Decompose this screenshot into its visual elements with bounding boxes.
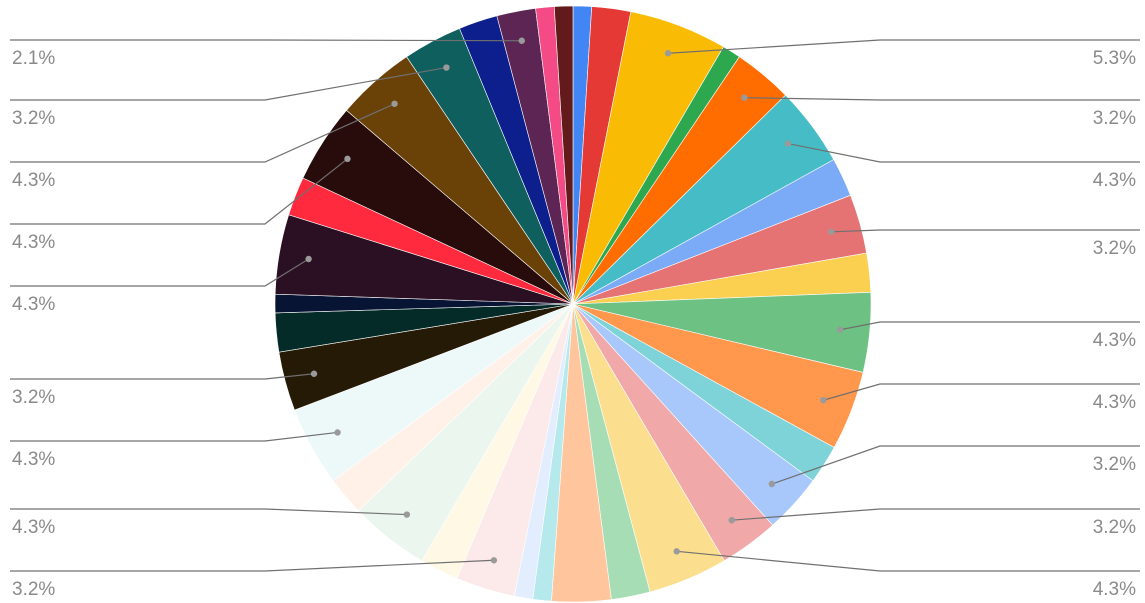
slice-label-19: 3.2%: [12, 579, 55, 600]
leader-line-14: [676, 550, 1140, 572]
slice-label-14: 4.3%: [1093, 579, 1136, 600]
leader-line-31: [10, 66, 447, 101]
leader-dot-13: [728, 516, 735, 524]
leader-line-5: [787, 142, 1140, 163]
leader-dot-19: [490, 557, 498, 564]
slice-label-7: 3.2%: [1093, 238, 1136, 259]
slice-label-33: 2.1%: [12, 48, 55, 69]
leader-dot-5: [784, 140, 792, 147]
leader-dot-4: [741, 94, 748, 101]
leader-line-4: [744, 97, 1140, 101]
leader-dot-2: [664, 50, 672, 57]
leader-dot-30: [391, 100, 398, 107]
leader-line-9: [839, 321, 1140, 331]
leader-dot-14: [673, 548, 680, 555]
leader-dot-29: [344, 155, 351, 163]
slice-label-10: 4.3%: [1093, 392, 1136, 413]
leader-dot-9: [836, 326, 844, 333]
leader-line-7: [831, 229, 1140, 233]
leader-dot-31: [443, 64, 450, 71]
leader-dot-24: [310, 370, 318, 377]
slice-label-29: 4.3%: [12, 232, 55, 253]
leader-line-10: [823, 383, 1140, 401]
leader-dot-10: [820, 397, 827, 404]
leader-line-21: [10, 508, 407, 516]
slice-label-12: 3.2%: [1093, 454, 1136, 475]
slice-label-5: 4.3%: [1093, 170, 1136, 191]
leader-line-13: [731, 508, 1140, 521]
slice-label-21: 4.3%: [12, 517, 55, 538]
slice-label-24: 3.2%: [12, 387, 55, 408]
leader-dot-21: [403, 511, 411, 518]
leader-line-19: [10, 559, 494, 572]
leader-dot-7: [828, 228, 835, 235]
leader-line-30: [10, 103, 395, 163]
slice-label-27: 4.3%: [12, 294, 55, 315]
slice-label-4: 3.2%: [1093, 108, 1136, 129]
leader-line-27: [10, 258, 309, 287]
slice-label-31: 3.2%: [12, 108, 55, 129]
slice-label-13: 3.2%: [1093, 517, 1136, 538]
leader-line-12: [771, 445, 1140, 485]
leader-dot-27: [305, 255, 312, 263]
slice-label-9: 4.3%: [1093, 330, 1136, 351]
leader-line-24: [10, 373, 315, 380]
leader-dot-12: [768, 480, 776, 488]
leader-line-29: [10, 158, 348, 225]
leader-dot-33: [518, 37, 525, 44]
slice-label-30: 4.3%: [12, 170, 55, 191]
leader-line-2: [668, 39, 1140, 54]
slice-label-2: 5.3%: [1093, 48, 1136, 69]
pie-slice-35: [553, 5, 574, 305]
leader-dot-23: [334, 429, 341, 436]
slice-label-23: 4.3%: [12, 449, 55, 470]
leader-line-33: [10, 39, 522, 42]
leader-line-23: [10, 431, 338, 442]
